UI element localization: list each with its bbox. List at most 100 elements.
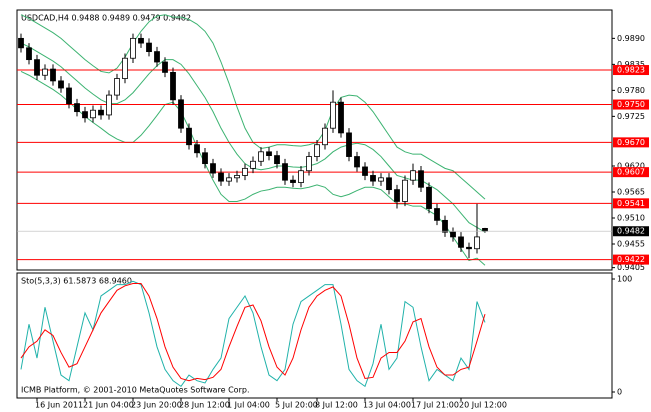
candle-body [354,156,360,168]
candle-body [314,144,320,157]
candle-body [234,175,240,179]
y-tick-label: 0.9405 [617,263,645,272]
candle-body [58,80,64,89]
candle-body [458,236,464,248]
candle-body [474,236,480,250]
candle-body [218,172,224,182]
candle-body [210,163,216,174]
candle-body [50,68,56,82]
level-label: 0.9823 [617,66,645,75]
level-tag [613,167,649,178]
stochastic-line [20,283,486,382]
x-tick-label: 5 Jul 20:00 [275,401,318,410]
candle-body [434,208,440,221]
candle-body [106,94,112,116]
level-label: 0.9422 [617,255,645,264]
candle-body [418,170,424,188]
level-tag [613,137,649,148]
stochastic-line [20,280,486,388]
candle-body [90,109,96,119]
price-tag [613,226,649,237]
x-tick-label: 28 Jun 12:00 [179,401,230,410]
candle-body [170,72,176,101]
candle-body [114,78,120,96]
level-tag [613,198,649,209]
stoch-panel [16,272,613,399]
level-tag [613,254,649,265]
level-tag [613,65,649,76]
candle-body [154,51,160,63]
indicator-title: Sto(5,3,3) 61.5873 68.9460 [21,277,132,286]
level-label: 0.9670 [617,138,645,147]
candle-body [242,167,248,176]
candle-body [274,155,280,165]
candle-body [482,227,488,232]
x-tick-label: 1 Jul 04:00 [227,401,270,410]
candle-body [330,101,336,129]
candle-body [98,109,104,116]
candle-body [306,156,312,172]
candle-body [82,111,88,119]
candle-body [378,177,384,182]
main-panel [16,9,613,271]
candle-body [322,127,328,146]
candle-body [426,186,432,209]
candle-body [66,87,72,105]
x-tick-label: 23 Jun 20:00 [131,401,182,410]
y-tick-label: 0.9725 [617,112,645,121]
candle-body [74,103,80,113]
candle-body [258,151,264,162]
copyright: ICMB Platform, © 2001-2010 MetaQuotes So… [21,386,250,395]
y-tick-label: 0.9835 [617,60,645,69]
y-tick-label: 0.9780 [617,86,645,95]
level-label: 0.9541 [617,199,645,208]
y-tick-label: 0 [617,388,622,397]
x-tick-label: 20 Jul 12:00 [459,401,507,410]
y-tick-label: 0.9565 [617,188,645,197]
candle-body [202,152,208,165]
candle-body [450,231,456,238]
y-tick-label: 0.9620 [617,162,645,171]
candle-body [42,68,48,76]
candle-body [138,37,144,44]
candle-body [298,170,304,183]
candle-body [186,127,192,146]
candle-body [226,177,232,182]
candle-body [122,57,128,79]
x-tick-label: 8 Jul 12:00 [315,401,358,410]
candle-body [282,163,288,181]
candle-body [410,170,416,181]
level-label: 0.9750 [617,100,645,109]
candle-body [442,219,448,233]
x-tick-label: 21 Jun 04:00 [83,401,134,410]
candle-body [394,189,400,202]
candle-body [162,61,168,73]
y-tick-label: 0.9890 [617,34,645,43]
candle-body [34,59,40,76]
candle-body [362,166,368,176]
candle-body [250,160,256,169]
candle-body [370,175,376,182]
price-label: 0.9482 [617,227,645,236]
candle-body [130,37,136,59]
candle-body [178,99,184,129]
x-tick-label: 16 Jun 2011 [35,401,83,410]
candle-body [26,47,32,61]
x-tick-label: 13 Jul 04:00 [363,401,411,410]
chart-title: USDCAD,H4 0.9488 0.9489 0.9479 0.9482 [21,14,191,23]
y-tick-label: 0.9510 [617,214,645,223]
x-tick-label: 17 Jul 21:00 [411,401,459,410]
y-tick-label: 100 [617,275,632,284]
candle-body [466,246,472,250]
candle-body [346,132,352,157]
candle-body [402,179,408,202]
level-tag [613,99,649,110]
bollinger-band [20,71,486,266]
candle-body [146,42,152,52]
candle-body [194,144,200,154]
candle-body [290,179,296,183]
y-tick-label: 0.9455 [617,240,645,249]
